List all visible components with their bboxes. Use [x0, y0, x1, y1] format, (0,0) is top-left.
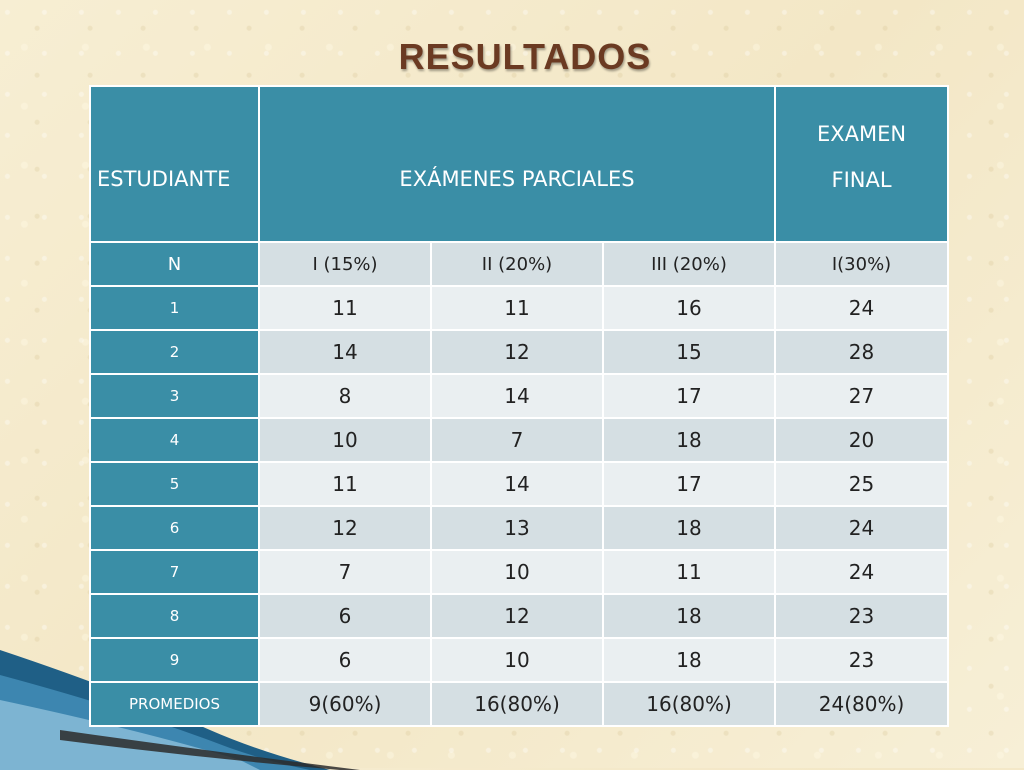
table-cell: 6 — [258, 593, 432, 639]
row-label-cell: 7 — [89, 549, 260, 595]
table-cell: 18 — [601, 417, 777, 463]
table-cell: 11 — [258, 285, 432, 331]
table-cell: 7 — [258, 549, 432, 595]
table-cell: 10 — [430, 637, 604, 683]
table-cell: 17 — [601, 373, 777, 419]
row-label-cell: 1 — [89, 285, 260, 331]
table-cell: 12 — [258, 505, 432, 551]
table-row: 1 11 11 16 24 — [89, 285, 950, 331]
table-cell: 20 — [774, 417, 950, 463]
table-cell: 14 — [430, 461, 604, 507]
table-cell: 28 — [774, 329, 950, 375]
table-cell: 27 — [774, 373, 950, 419]
row-label-cell: 5 — [89, 461, 260, 507]
header-final-line2: FINAL — [831, 168, 892, 192]
table-cell: 23 — [774, 637, 950, 683]
table-cell: 18 — [601, 637, 777, 683]
table-cell: II (20%) — [430, 241, 604, 287]
table-row: 7 7 10 11 24 — [89, 549, 950, 595]
row-label-cell: 9 — [89, 637, 260, 683]
row-label-cell: 3 — [89, 373, 260, 419]
table-row: 5 11 14 17 25 — [89, 461, 950, 507]
table-row: 9 6 10 18 23 — [89, 637, 950, 683]
table-cell: 24 — [774, 505, 950, 551]
table-cell: 10 — [258, 417, 432, 463]
averages-row: PROMEDIOS 9(60%) 16(80%) 16(80%) 24(80%) — [89, 681, 950, 727]
table-cell: 9(60%) — [258, 681, 432, 727]
table-cell: 11 — [601, 549, 777, 595]
table-cell: 8 — [258, 373, 432, 419]
row-label-cell: PROMEDIOS — [89, 681, 260, 727]
table-cell: 6 — [258, 637, 432, 683]
table-cell: 18 — [601, 593, 777, 639]
table-cell: 25 — [774, 461, 950, 507]
table-cell: 23 — [774, 593, 950, 639]
table-cell: 14 — [430, 373, 604, 419]
row-label-cell: N — [89, 241, 260, 287]
row-label-cell: 2 — [89, 329, 260, 375]
header-final-line1: EXAMEN — [816, 122, 907, 146]
table-cell: 15 — [601, 329, 777, 375]
table-row: 2 14 12 15 28 — [89, 329, 950, 375]
table-cell: 24(80%) — [774, 681, 950, 727]
table-cell: 10 — [430, 549, 604, 595]
table-cell: 7 — [430, 417, 604, 463]
table-cell: 18 — [601, 505, 777, 551]
table-cell: I (15%) — [258, 241, 432, 287]
table-cell: I(30%) — [774, 241, 950, 287]
header-final-exam: EXAMEN FINAL — [774, 85, 950, 243]
table-cell: 17 — [601, 461, 777, 507]
table-row: 3 8 14 17 27 — [89, 373, 950, 419]
table-cell: 16(80%) — [430, 681, 604, 727]
table-cell: 12 — [430, 593, 604, 639]
table-cell: III (20%) — [601, 241, 777, 287]
table-cell: 11 — [258, 461, 432, 507]
table-cell: 16(80%) — [601, 681, 777, 727]
table-row: 6 12 13 18 24 — [89, 505, 950, 551]
row-label-cell: 8 — [89, 593, 260, 639]
row-label-cell: 4 — [89, 417, 260, 463]
table-cell: 12 — [430, 329, 604, 375]
table-row: 4 10 7 18 20 — [89, 417, 950, 463]
table-cell: 14 — [258, 329, 432, 375]
table-cell: 24 — [774, 549, 950, 595]
table-cell: 11 — [430, 285, 604, 331]
table-row: 8 6 12 18 23 — [89, 593, 950, 639]
table-cell: 13 — [430, 505, 604, 551]
row-label-cell: 6 — [89, 505, 260, 551]
table-cell: 16 — [601, 285, 777, 331]
header-student: ESTUDIANTE — [89, 85, 260, 243]
results-table: ESTUDIANTE EXÁMENES PARCIALES EXAMEN FIN… — [89, 85, 950, 727]
slide-title: RESULTADOS — [398, 36, 652, 77]
header-partial-exams: EXÁMENES PARCIALES — [257, 85, 777, 243]
table-cell: 24 — [774, 285, 950, 331]
header-row: ESTUDIANTE EXÁMENES PARCIALES EXAMEN FIN… — [89, 85, 950, 243]
